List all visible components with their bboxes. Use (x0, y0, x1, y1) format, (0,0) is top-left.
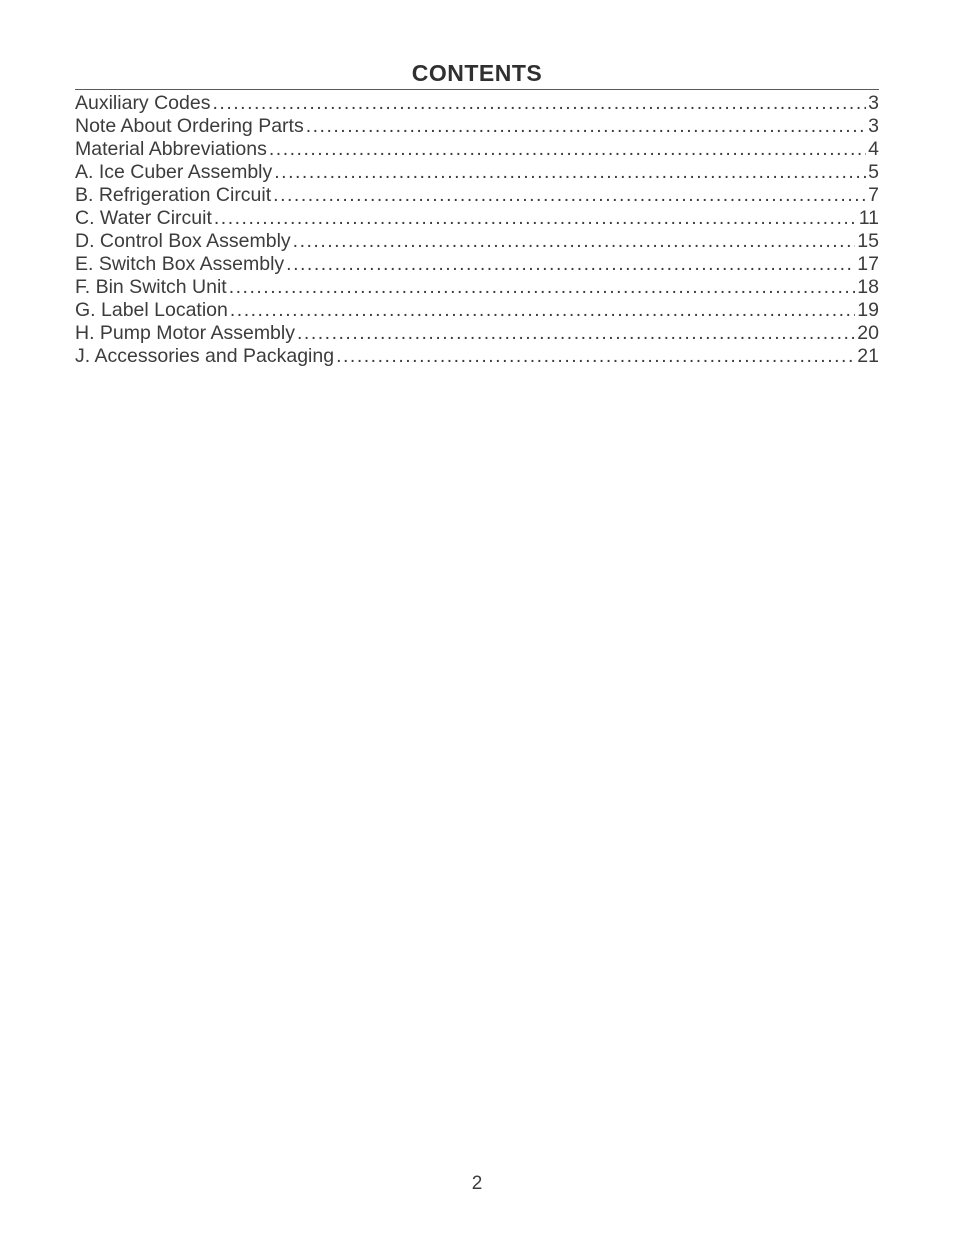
toc-row: F. Bin Switch Unit 18 (75, 276, 879, 299)
toc-row: C. Water Circuit 11 (75, 207, 879, 230)
toc-row: D. Control Box Assembly 15 (75, 230, 879, 253)
toc-entry-page: 4 (868, 138, 879, 161)
toc-entry-page: 11 (859, 207, 879, 230)
toc-entry-page: 15 (857, 230, 879, 253)
toc-entry-page: 17 (857, 253, 879, 276)
toc-leader-dots (212, 92, 866, 115)
toc-row: J. Accessories and Packaging 21 (75, 345, 879, 368)
toc-row: E. Switch Box Assembly 17 (75, 253, 879, 276)
contents-title: CONTENTS (75, 60, 879, 90)
toc-leader-dots (297, 322, 855, 345)
toc-row: H. Pump Motor Assembly 20 (75, 322, 879, 345)
toc-entry-label: Note About Ordering Parts (75, 115, 304, 138)
toc-leader-dots (293, 230, 856, 253)
toc-leader-dots (286, 253, 855, 276)
toc-entry-label: Auxiliary Codes (75, 92, 210, 115)
table-of-contents: Auxiliary Codes 3Note About Ordering Par… (75, 92, 879, 368)
toc-entry-label: F. Bin Switch Unit (75, 276, 227, 299)
page: CONTENTS Auxiliary Codes 3Note About Ord… (0, 0, 954, 1235)
toc-entry-page: 20 (857, 322, 879, 345)
toc-entry-page: 5 (868, 161, 879, 184)
toc-entry-label: E. Switch Box Assembly (75, 253, 284, 276)
toc-leader-dots (229, 276, 856, 299)
toc-leader-dots (269, 138, 866, 161)
toc-row: G. Label Location 19 (75, 299, 879, 322)
toc-entry-label: C. Water Circuit (75, 207, 212, 230)
toc-row: Material Abbreviations 4 (75, 138, 879, 161)
toc-leader-dots (214, 207, 857, 230)
toc-entry-label: Material Abbreviations (75, 138, 267, 161)
toc-entry-page: 7 (868, 184, 879, 207)
toc-leader-dots (336, 345, 855, 368)
toc-row: A. Ice Cuber Assembly 5 (75, 161, 879, 184)
page-number: 2 (0, 1173, 954, 1195)
toc-entry-page: 3 (868, 92, 879, 115)
toc-entry-label: H. Pump Motor Assembly (75, 322, 295, 345)
toc-leader-dots (230, 299, 855, 322)
toc-entry-page: 18 (857, 276, 879, 299)
toc-row: B. Refrigeration Circuit 7 (75, 184, 879, 207)
toc-entry-label: J. Accessories and Packaging (75, 345, 334, 368)
toc-leader-dots (273, 184, 866, 207)
toc-entry-label: D. Control Box Assembly (75, 230, 291, 253)
toc-entry-label: A. Ice Cuber Assembly (75, 161, 272, 184)
toc-leader-dots (274, 161, 866, 184)
toc-entry-page: 21 (857, 345, 879, 368)
toc-entry-label: G. Label Location (75, 299, 228, 322)
toc-entry-page: 3 (868, 115, 879, 138)
toc-entry-page: 19 (857, 299, 879, 322)
toc-leader-dots (306, 115, 866, 138)
toc-row: Auxiliary Codes 3 (75, 92, 879, 115)
toc-entry-label: B. Refrigeration Circuit (75, 184, 271, 207)
toc-row: Note About Ordering Parts 3 (75, 115, 879, 138)
